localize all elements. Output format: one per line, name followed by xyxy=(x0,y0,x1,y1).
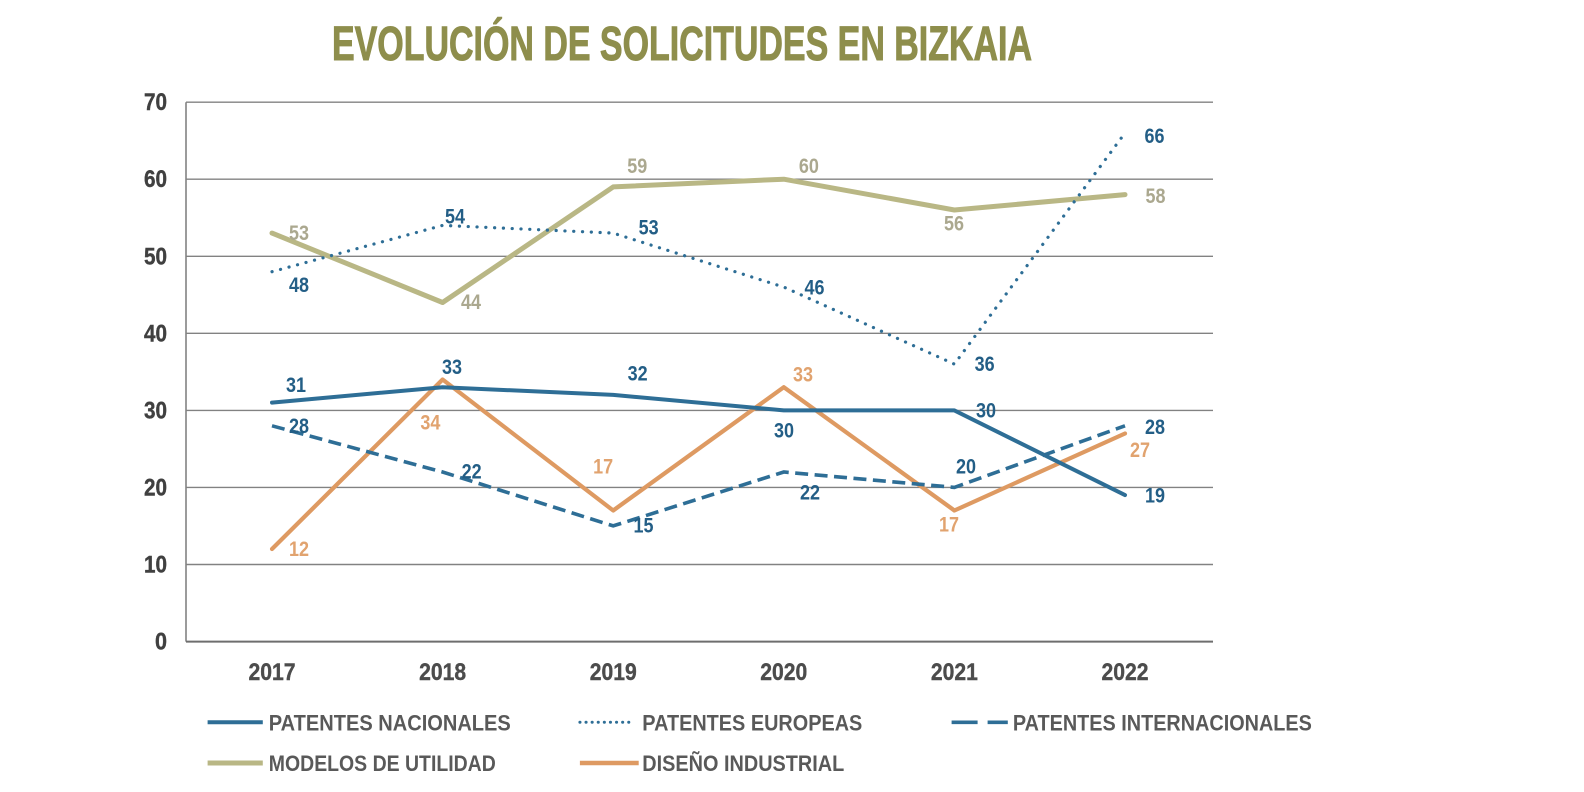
svg-text:15: 15 xyxy=(634,515,654,538)
svg-text:32: 32 xyxy=(628,363,648,386)
svg-text:50: 50 xyxy=(144,243,167,270)
svg-text:20: 20 xyxy=(144,474,167,501)
svg-text:33: 33 xyxy=(442,356,462,379)
svg-text:2017: 2017 xyxy=(249,659,296,686)
svg-text:33: 33 xyxy=(793,364,813,387)
svg-text:2022: 2022 xyxy=(1102,659,1149,686)
svg-text:PATENTES NACIONALES: PATENTES NACIONALES xyxy=(269,711,511,736)
svg-text:30: 30 xyxy=(144,397,167,424)
svg-text:20: 20 xyxy=(956,456,976,479)
svg-text:34: 34 xyxy=(420,412,440,435)
svg-text:44: 44 xyxy=(461,291,481,314)
svg-text:30: 30 xyxy=(774,420,794,443)
svg-text:59: 59 xyxy=(627,155,647,178)
svg-text:22: 22 xyxy=(462,461,482,484)
svg-text:27: 27 xyxy=(1130,439,1150,462)
svg-text:36: 36 xyxy=(975,353,995,376)
svg-text:PATENTES INTERNACIONALES: PATENTES INTERNACIONALES xyxy=(1013,711,1312,736)
svg-text:28: 28 xyxy=(289,415,309,438)
svg-text:31: 31 xyxy=(286,374,306,397)
svg-text:17: 17 xyxy=(939,513,959,536)
svg-text:56: 56 xyxy=(944,213,964,236)
svg-text:2019: 2019 xyxy=(590,659,637,686)
svg-text:17: 17 xyxy=(593,455,613,478)
svg-text:60: 60 xyxy=(144,166,167,193)
svg-text:28: 28 xyxy=(1145,416,1165,439)
svg-text:2018: 2018 xyxy=(419,659,466,686)
svg-text:2021: 2021 xyxy=(931,659,978,686)
svg-text:48: 48 xyxy=(289,274,309,297)
svg-text:2020: 2020 xyxy=(760,659,807,686)
svg-text:12: 12 xyxy=(289,538,309,561)
svg-text:40: 40 xyxy=(144,320,167,347)
svg-text:46: 46 xyxy=(805,277,825,300)
svg-text:EVOLUCIÓN DE SOLICITUDES EN BI: EVOLUCIÓN DE SOLICITUDES EN BIZKAIA xyxy=(332,16,1032,71)
svg-text:22: 22 xyxy=(800,482,820,505)
svg-text:66: 66 xyxy=(1145,125,1165,148)
svg-text:60: 60 xyxy=(799,155,819,178)
svg-text:DISEÑO INDUSTRIAL: DISEÑO INDUSTRIAL xyxy=(642,751,844,776)
svg-text:10: 10 xyxy=(144,552,167,579)
svg-text:54: 54 xyxy=(445,206,465,229)
svg-text:PATENTES EUROPEAS: PATENTES EUROPEAS xyxy=(642,711,862,736)
svg-text:58: 58 xyxy=(1146,185,1166,208)
svg-text:30: 30 xyxy=(976,400,996,423)
svg-text:53: 53 xyxy=(639,217,659,240)
svg-text:70: 70 xyxy=(144,89,167,116)
svg-text:19: 19 xyxy=(1145,484,1165,507)
svg-text:MODELOS DE UTILIDAD: MODELOS DE UTILIDAD xyxy=(269,751,496,776)
svg-text:53: 53 xyxy=(289,222,309,245)
svg-text:0: 0 xyxy=(155,629,167,656)
